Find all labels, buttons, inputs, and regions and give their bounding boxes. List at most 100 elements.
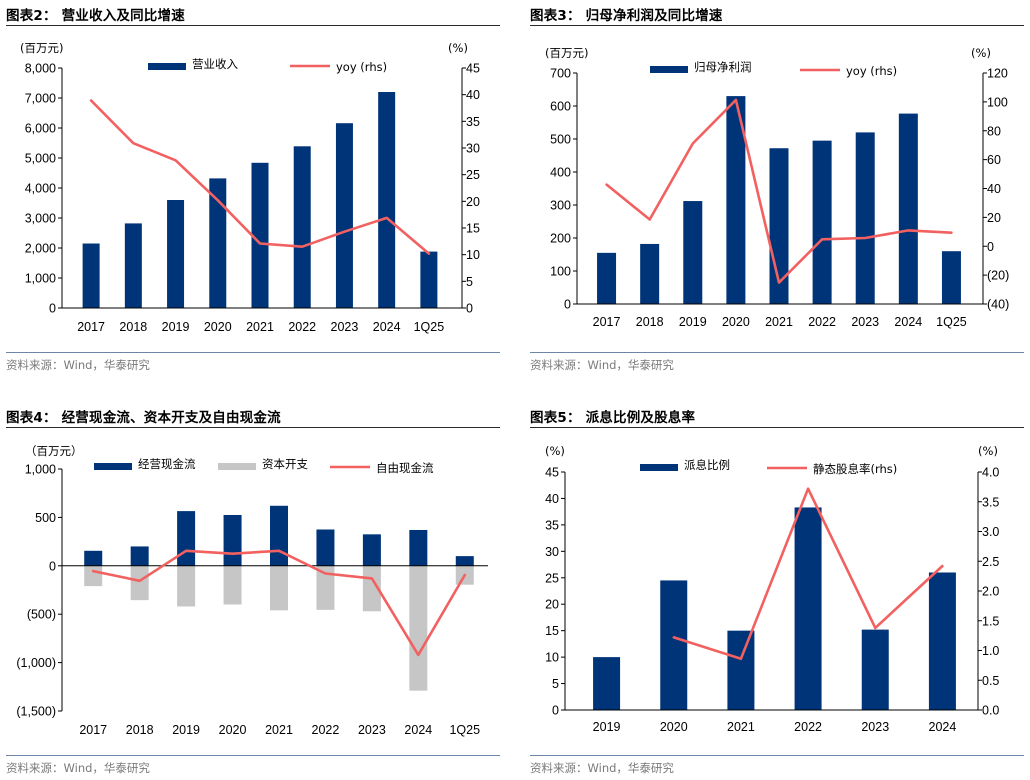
bar-资本开支-2017	[84, 565, 103, 587]
y-tick-label-left: 300	[550, 199, 571, 213]
x-tick-label: 2020	[219, 723, 247, 737]
y-tick-label-right: 0.0	[982, 704, 999, 718]
bar-派息比例-2024	[928, 572, 956, 710]
x-tick-label: 2019	[172, 723, 200, 737]
x-tick-label: 2017	[79, 723, 107, 737]
left-axis-unit: (%)	[545, 444, 565, 458]
y-tick-label-right: 0.5	[982, 674, 999, 688]
x-tick-label: 2017	[593, 315, 621, 329]
y-tick-label-right: 0	[466, 302, 473, 316]
bar-归母净利润-2018	[640, 243, 660, 304]
y-tick-label-left: 30	[545, 545, 559, 559]
bar-派息比例-2019	[593, 657, 621, 710]
bar-营业收入-2023	[335, 123, 353, 308]
x-tick-label: 2024	[373, 320, 401, 334]
title-rule	[530, 25, 1024, 26]
bar-归母净利润-2020	[726, 96, 746, 304]
left-axis-unit: （百万元）	[25, 444, 83, 458]
x-tick-label: 2024	[404, 723, 432, 737]
source-rule	[6, 352, 500, 353]
source-note-revenue: 资料来源：Wind，华泰研究	[6, 358, 150, 372]
bar-派息比例-2020	[660, 580, 688, 710]
y-tick-label-left: 2,000	[25, 242, 56, 256]
bar-营业收入-2021	[251, 162, 269, 308]
x-tick-label: 2020	[722, 315, 750, 329]
x-tick-label: 2017	[77, 320, 105, 334]
y-tick-label-left: (1,500)	[16, 705, 56, 719]
x-tick-label: 2018	[119, 320, 147, 334]
line-yoy (rhs)	[89, 99, 431, 255]
legend-swatch-经营现金流	[94, 463, 132, 470]
y-tick-label-left: 10	[545, 651, 559, 665]
x-tick-label: 2021	[246, 320, 274, 334]
y-tick-label-left: 1,000	[25, 272, 56, 286]
y-tick-label-right: (20)	[987, 269, 1009, 283]
legend-label-营业收入: 营业收入	[192, 57, 238, 71]
y-tick-label-left: 8,000	[25, 62, 56, 76]
bar-资本开支-2024	[409, 565, 428, 691]
y-tick-label-right: 1.0	[982, 644, 999, 658]
y-tick-label-left: 35	[545, 518, 559, 532]
x-tick-label: 1Q25	[936, 315, 967, 329]
bar-派息比例-2022	[794, 507, 822, 710]
y-tick-label-right: 45	[466, 62, 480, 76]
y-tick-label-left: 400	[550, 166, 571, 180]
y-tick-label-left: 3,000	[25, 212, 56, 226]
bar-营业收入-2020	[209, 178, 227, 308]
y-tick-label-left: 20	[545, 598, 559, 612]
y-tick-label-right: 15	[466, 222, 480, 236]
bar-经营现金流-2019	[177, 511, 196, 566]
source-note-net-profit: 资料来源：Wind，华泰研究	[530, 358, 674, 372]
bar-资本开支-2021	[270, 565, 288, 611]
y-tick-label-left: 0	[552, 704, 559, 718]
bar-派息比例-2023	[861, 629, 889, 710]
y-tick-label-left: 600	[550, 100, 571, 114]
y-tick-label-left: 700	[550, 67, 571, 81]
y-tick-label-left: 100	[550, 265, 571, 279]
x-tick-label: 2022	[794, 720, 822, 734]
y-tick-label-left: 6,000	[25, 122, 56, 136]
source-note-dividend: 资料来源：Wind，华泰研究	[530, 761, 674, 775]
y-tick-label-right: 40	[466, 88, 480, 102]
y-tick-label-left: 5,000	[25, 152, 56, 166]
y-tick-label-left: 0	[49, 302, 56, 316]
bar-归母净利润-1Q25	[941, 251, 961, 304]
bar-经营现金流-2022	[316, 529, 335, 566]
x-tick-label: 2024	[894, 315, 922, 329]
y-tick-label-right: 25	[466, 168, 480, 182]
source-rule	[530, 352, 1024, 353]
bar-资本开支-2022	[316, 565, 335, 610]
y-tick-label-right: 35	[466, 115, 480, 129]
bar-派息比例-2021	[727, 630, 755, 710]
y-tick-label-right: 40	[987, 182, 1001, 196]
right-axis-unit: (%)	[448, 41, 468, 55]
bar-归母净利润-2022	[812, 140, 832, 304]
x-tick-label: 2021	[727, 720, 755, 734]
y-tick-label-right: 60	[987, 153, 1001, 167]
y-tick-label-right: 2.0	[982, 585, 999, 599]
y-tick-label-left: (500)	[27, 608, 56, 622]
x-tick-label: 2022	[808, 315, 836, 329]
source-rule	[6, 755, 500, 756]
y-tick-label-left: 500	[550, 133, 571, 147]
bar-营业收入-2019	[167, 200, 185, 308]
title-rule	[530, 427, 1024, 428]
legend-swatch-资本开支	[218, 463, 256, 470]
panel-title-revenue: 图表2： 营业收入及同比增速	[6, 8, 185, 24]
bar-营业收入-1Q25	[420, 251, 438, 308]
y-tick-label-right: 10	[466, 248, 480, 262]
source-note-cash-flow: 资料来源：Wind，华泰研究	[6, 761, 150, 775]
bar-经营现金流-2023	[362, 534, 381, 566]
y-tick-label-right: (40)	[987, 298, 1009, 312]
x-tick-label: 2019	[593, 720, 621, 734]
x-tick-label: 2020	[660, 720, 688, 734]
y-tick-label-right: 0	[987, 240, 994, 254]
y-tick-label-right: 100	[987, 95, 1008, 109]
y-tick-label-right: 5	[466, 275, 473, 289]
y-tick-label-left: (1,000)	[16, 656, 56, 670]
bar-归母净利润-2017	[597, 252, 617, 304]
x-tick-label: 2020	[204, 320, 232, 334]
y-tick-label-left: 0	[564, 298, 571, 312]
right-axis-unit: (%)	[978, 444, 998, 458]
